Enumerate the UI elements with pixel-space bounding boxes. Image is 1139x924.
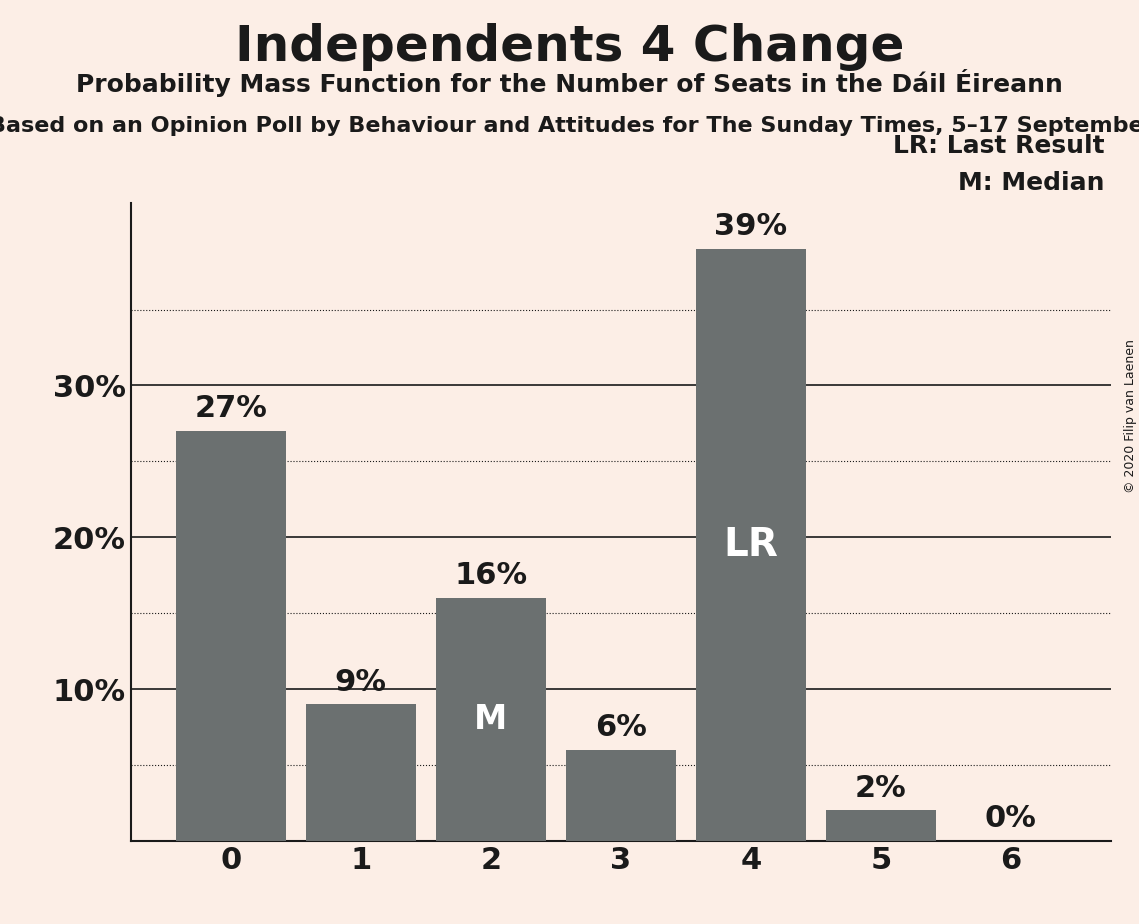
- Bar: [826, 810, 936, 841]
- Text: M: M: [474, 703, 507, 736]
- Bar: [696, 249, 806, 841]
- Text: 0%: 0%: [985, 804, 1036, 833]
- Text: LR: Last Result: LR: Last Result: [893, 134, 1105, 158]
- Text: 39%: 39%: [714, 213, 787, 241]
- Text: 9%: 9%: [335, 668, 387, 697]
- Text: 16%: 16%: [454, 562, 527, 590]
- Text: 27%: 27%: [195, 395, 268, 423]
- Text: M: Median: M: Median: [958, 171, 1105, 195]
- Text: 6%: 6%: [595, 713, 647, 742]
- Text: Probability Mass Function for the Number of Seats in the Dáil Éireann: Probability Mass Function for the Number…: [76, 69, 1063, 97]
- Text: Independents 4 Change: Independents 4 Change: [235, 23, 904, 71]
- Bar: [435, 598, 546, 841]
- Text: © 2020 Filip van Laenen: © 2020 Filip van Laenen: [1124, 339, 1137, 492]
- Text: 2%: 2%: [855, 774, 907, 803]
- Bar: [175, 431, 286, 841]
- Text: Based on an Opinion Poll by Behaviour and Attitudes for The Sunday Times, 5–17 S: Based on an Opinion Poll by Behaviour an…: [0, 116, 1139, 136]
- Text: LR: LR: [723, 526, 778, 564]
- Bar: [565, 749, 677, 841]
- Bar: [305, 704, 416, 841]
